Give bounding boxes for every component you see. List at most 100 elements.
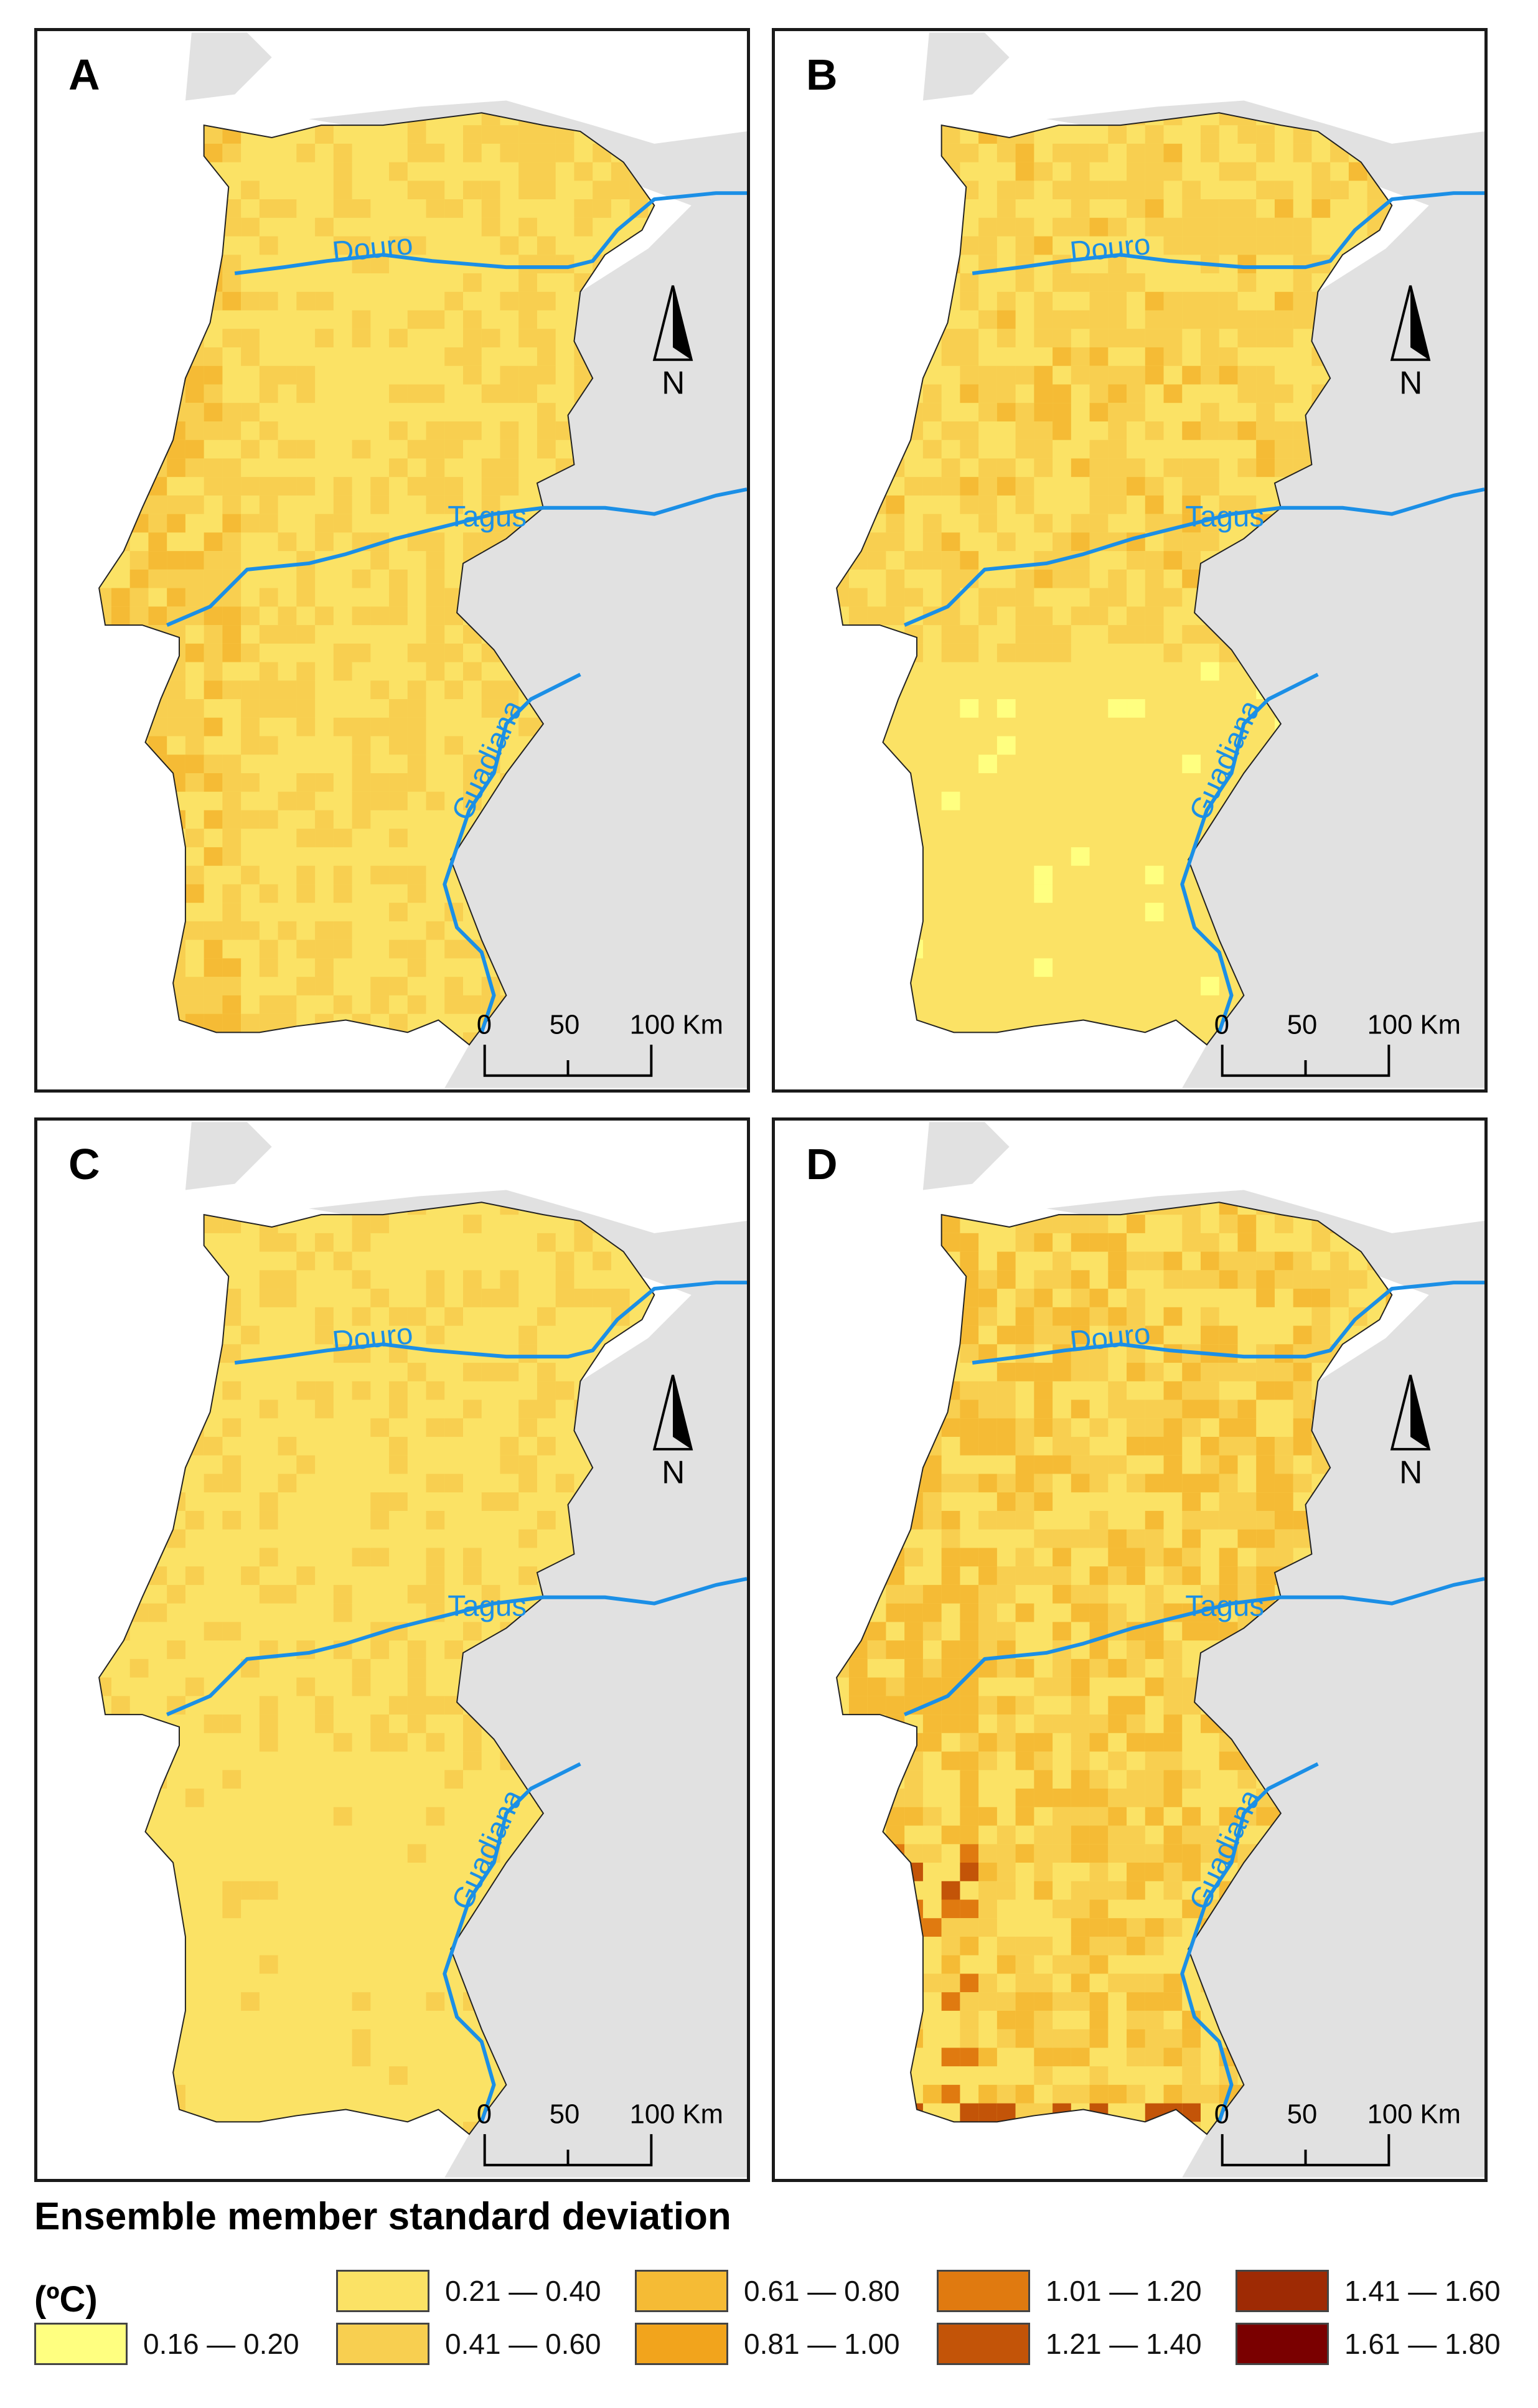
raster-cell bbox=[1053, 1418, 1071, 1437]
raster-cell bbox=[426, 1474, 445, 1493]
raster-cell bbox=[1127, 1307, 1145, 1326]
raster-cell bbox=[1256, 421, 1275, 440]
raster-cell bbox=[837, 1955, 849, 1974]
raster-cell bbox=[315, 958, 334, 977]
portugal-coastline bbox=[836, 1202, 1393, 2135]
raster-cell bbox=[296, 977, 316, 995]
raster-cell bbox=[481, 181, 500, 200]
raster-cell bbox=[1237, 1437, 1257, 1456]
raster-cell bbox=[960, 143, 979, 162]
raster-cell bbox=[1163, 1973, 1183, 1993]
svg-text:50: 50 bbox=[550, 1010, 580, 1040]
raster-cell bbox=[148, 217, 167, 237]
raster-cell bbox=[463, 143, 482, 162]
raster-cell bbox=[1127, 1992, 1145, 2011]
raster-cell bbox=[867, 1529, 886, 1548]
raster-cell bbox=[148, 1307, 167, 1326]
raster-cell bbox=[1071, 1789, 1090, 1807]
raster-cell bbox=[1015, 1658, 1034, 1678]
raster-cell bbox=[996, 1584, 1016, 1604]
raster-cell bbox=[941, 569, 960, 588]
raster-cell bbox=[886, 1418, 905, 1437]
raster-cell bbox=[1237, 1603, 1257, 1622]
raster-cell bbox=[463, 1751, 482, 1771]
raster-cell bbox=[185, 1510, 204, 1530]
raster-cell bbox=[1053, 273, 1071, 292]
raster-cell bbox=[1256, 329, 1275, 347]
raster-cell bbox=[1089, 1640, 1109, 1659]
raster-cell bbox=[129, 939, 149, 959]
raster-cell bbox=[867, 1789, 886, 1807]
raster-cell bbox=[278, 1289, 297, 1307]
raster-cell bbox=[960, 625, 979, 644]
raster-cell bbox=[370, 495, 390, 514]
raster-cell bbox=[389, 699, 408, 718]
raster-cell bbox=[204, 958, 223, 977]
raster-cell bbox=[1071, 1825, 1090, 1845]
raster-cell bbox=[444, 1770, 463, 1789]
raster-cell bbox=[1163, 1677, 1183, 1696]
raster-cell bbox=[407, 717, 426, 736]
raster-cell bbox=[1182, 755, 1201, 773]
raster-cell bbox=[1034, 162, 1053, 181]
raster-cell bbox=[1127, 384, 1145, 403]
raster-cell bbox=[941, 1202, 960, 1215]
raster-cell bbox=[222, 1289, 241, 1307]
raster-cell bbox=[922, 1714, 942, 1733]
raster-cell bbox=[278, 440, 297, 459]
raster-cell bbox=[1089, 2010, 1109, 2029]
raster-cell bbox=[1163, 643, 1183, 662]
raster-cell bbox=[1053, 1363, 1071, 1381]
raster-cell bbox=[148, 1233, 167, 1252]
raster-cell bbox=[204, 995, 223, 1014]
raster-cell bbox=[1256, 1474, 1275, 1493]
raster-cell bbox=[296, 477, 316, 496]
raster-cell bbox=[1127, 1548, 1145, 1567]
raster-cell bbox=[204, 1474, 223, 1493]
raster-cell bbox=[1071, 2048, 1090, 2067]
raster-cell bbox=[370, 773, 390, 792]
raster-cell bbox=[426, 1325, 445, 1345]
raster-cell bbox=[1015, 1474, 1034, 1493]
raster-cell bbox=[1034, 625, 1053, 644]
panel-label-c: C bbox=[68, 1140, 100, 1188]
raster-cell bbox=[848, 625, 868, 644]
raster-cell bbox=[848, 1233, 868, 1252]
raster-cell bbox=[1108, 310, 1127, 329]
raster-cell bbox=[867, 1566, 886, 1585]
raster-cell bbox=[222, 903, 241, 921]
raster-cell bbox=[1127, 1973, 1145, 1993]
raster-cell bbox=[1330, 1289, 1349, 1307]
raster-cell bbox=[996, 2029, 1016, 2048]
raster-cell bbox=[1201, 125, 1219, 144]
raster-cell bbox=[241, 810, 260, 829]
raster-cell bbox=[426, 791, 445, 811]
raster-cell bbox=[111, 736, 130, 755]
raster-cell bbox=[574, 217, 593, 237]
svg-text:100 Km: 100 Km bbox=[630, 2099, 723, 2129]
raster-cell bbox=[500, 1492, 519, 1511]
raster-cell bbox=[1071, 162, 1090, 181]
raster-cell bbox=[1089, 1936, 1109, 1955]
raster-cell bbox=[1015, 606, 1034, 626]
raster-cell bbox=[960, 1233, 979, 1252]
raster-cell bbox=[1127, 1566, 1145, 1585]
raster-cell bbox=[1182, 2084, 1201, 2104]
raster-cell bbox=[296, 1566, 316, 1585]
raster-cell bbox=[99, 514, 111, 533]
raster-cell bbox=[111, 773, 130, 792]
raster-cell bbox=[867, 1399, 886, 1419]
raster-cell bbox=[1163, 1474, 1183, 1493]
raster-cell bbox=[407, 884, 426, 903]
raster-cell bbox=[111, 643, 130, 662]
raster-cell bbox=[1182, 1215, 1201, 1233]
raster-cell bbox=[352, 1658, 371, 1678]
raster-cell bbox=[978, 1584, 997, 1604]
raster-cell bbox=[129, 625, 149, 644]
raster-cell bbox=[1127, 1789, 1145, 1807]
raster-cell bbox=[129, 1658, 149, 1678]
raster-cell bbox=[922, 1510, 942, 1530]
raster-cell bbox=[1256, 1566, 1275, 1585]
raster-cell bbox=[978, 2122, 997, 2135]
raster-cell bbox=[837, 291, 849, 311]
